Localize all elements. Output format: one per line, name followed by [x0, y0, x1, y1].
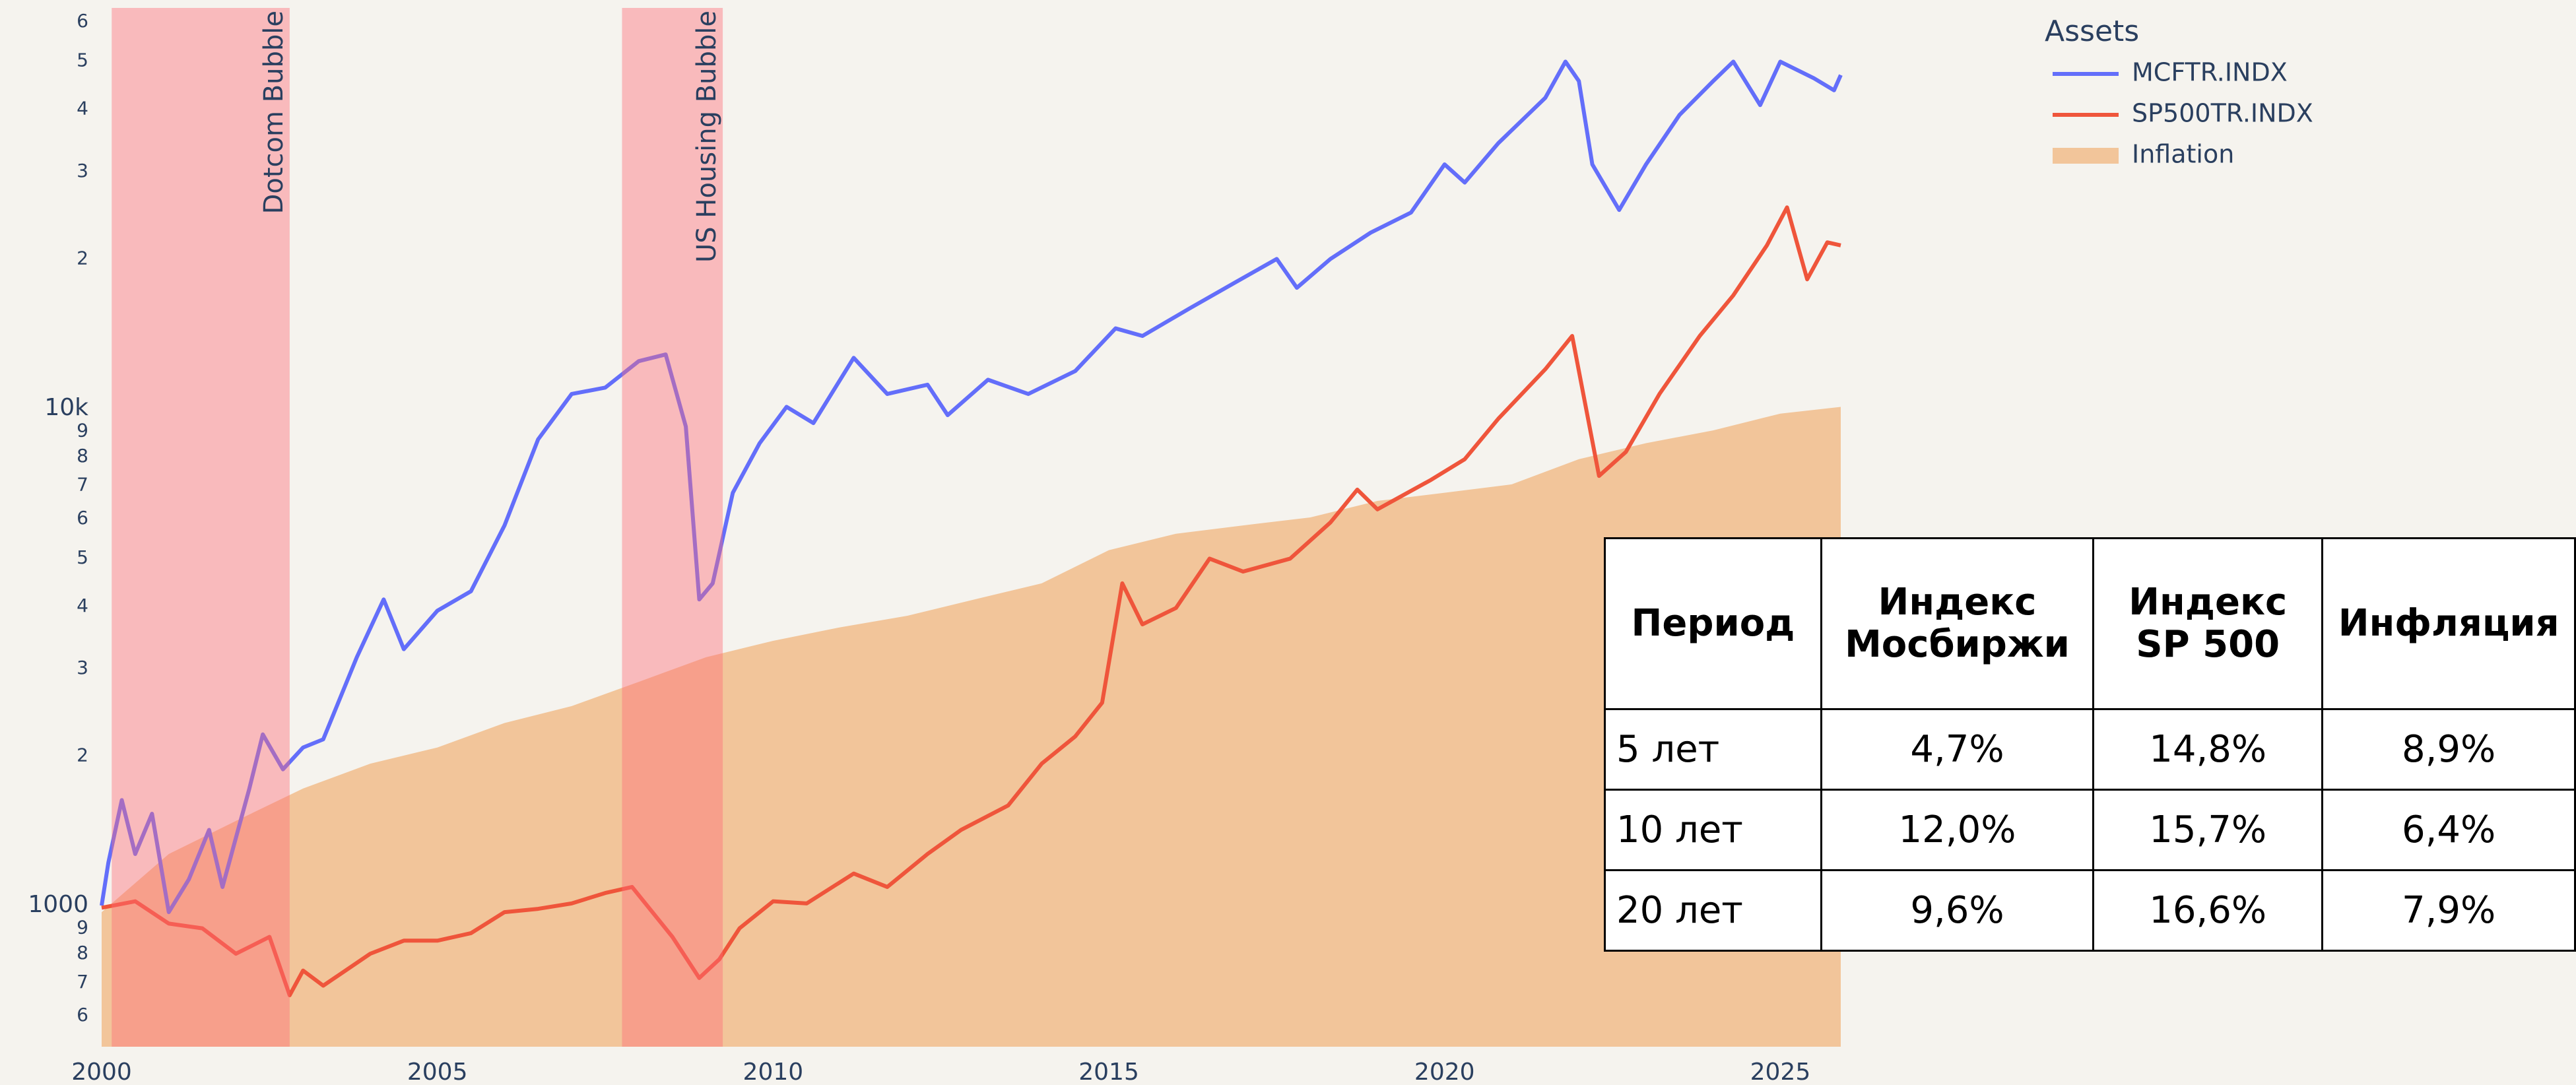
shaded-region: [622, 8, 723, 1047]
inflation-area: [102, 407, 1841, 1047]
table-cell: 20 лет: [1604, 869, 1822, 952]
x-tick-label: 2015: [1078, 1059, 1139, 1085]
table-cell: 6,4%: [2321, 789, 2576, 871]
header-cell: Период: [1604, 537, 1822, 710]
legend-label: MCFTR.INDX: [2132, 58, 2288, 87]
shaded-region: [112, 8, 290, 1047]
y-tick-label: 5: [77, 546, 88, 568]
legend-label: Inflation: [2132, 140, 2234, 169]
x-tick-label: 2005: [407, 1059, 468, 1085]
y-tick-label: 1000: [28, 891, 88, 918]
header-cell: Индекс SP 500: [2092, 537, 2324, 710]
y-tick-label: 4: [77, 595, 88, 616]
series-line: [101, 205, 1841, 998]
returns-table: Период Индекс Мосбиржи Индекс SP 500 Инфляц…: [1604, 537, 2576, 952]
series-line: [100, 59, 1843, 915]
header-cell: Индекс Мосбиржи: [1820, 537, 2095, 710]
table-row: 20 лет 9,6% 16,6% 7,9%: [1604, 869, 2576, 952]
table-cell: 12,0%: [1820, 789, 2095, 871]
y-tick-label: 9: [77, 917, 88, 938]
y-tick-label: 5: [77, 49, 88, 71]
x-tick-label: 2025: [1750, 1059, 1811, 1085]
legend-label: SP500TR.INDX: [2132, 99, 2313, 128]
table-row: 10 лет 12,0% 15,7% 6,4%: [1604, 789, 2576, 871]
legend-title: Assets: [2045, 15, 2139, 48]
table-cell: 14,8%: [2092, 708, 2324, 791]
y-tick-label: 6: [77, 507, 88, 529]
y-tick-label: 10k: [44, 394, 88, 421]
y-tick-label: 6: [77, 10, 88, 32]
table-cell: 4,7%: [1820, 708, 2095, 791]
y-tick-label: 7: [77, 474, 88, 496]
table-row: 5 лет 4,7% 14,8% 8,9%: [1604, 708, 2576, 791]
table-cell: 10 лет: [1604, 789, 1822, 871]
table-cell: 15,7%: [2092, 789, 2324, 871]
table-cell: 5 лет: [1604, 708, 1822, 791]
y-tick-label: 3: [77, 160, 88, 181]
y-tick-label: 8: [77, 942, 88, 964]
header-cell: Инфляция: [2321, 537, 2576, 710]
region-label: US Housing Bubble: [692, 11, 722, 263]
table-cell: 8,9%: [2321, 708, 2576, 791]
y-tick-label: 2: [77, 744, 88, 766]
x-tick-label: 2020: [1414, 1059, 1475, 1085]
y-tick-label: 8: [77, 445, 88, 467]
table-cell: 7,9%: [2321, 869, 2576, 952]
y-tick-label: 7: [77, 971, 88, 993]
y-tick-label: 3: [77, 657, 88, 678]
table-cell: 16,6%: [2092, 869, 2324, 952]
header-row: Период Индекс Мосбиржи Индекс SP 500 Инфляц…: [1604, 537, 2576, 710]
x-tick-label: 2010: [743, 1059, 804, 1085]
y-tick-label: 9: [77, 420, 88, 442]
x-tick-label: 2000: [71, 1059, 132, 1085]
y-tick-label: 4: [77, 98, 88, 119]
y-tick-label: 2: [77, 247, 88, 269]
table-cell: 9,6%: [1820, 869, 2095, 952]
y-tick-label: 6: [77, 1004, 88, 1026]
legend-swatch: [2053, 148, 2119, 164]
region-label: Dotcom Bubble: [259, 11, 289, 214]
